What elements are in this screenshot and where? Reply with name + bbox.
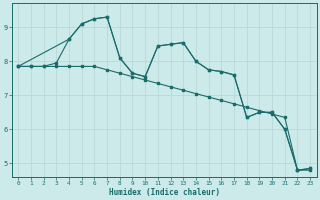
- X-axis label: Humidex (Indice chaleur): Humidex (Indice chaleur): [109, 188, 220, 197]
